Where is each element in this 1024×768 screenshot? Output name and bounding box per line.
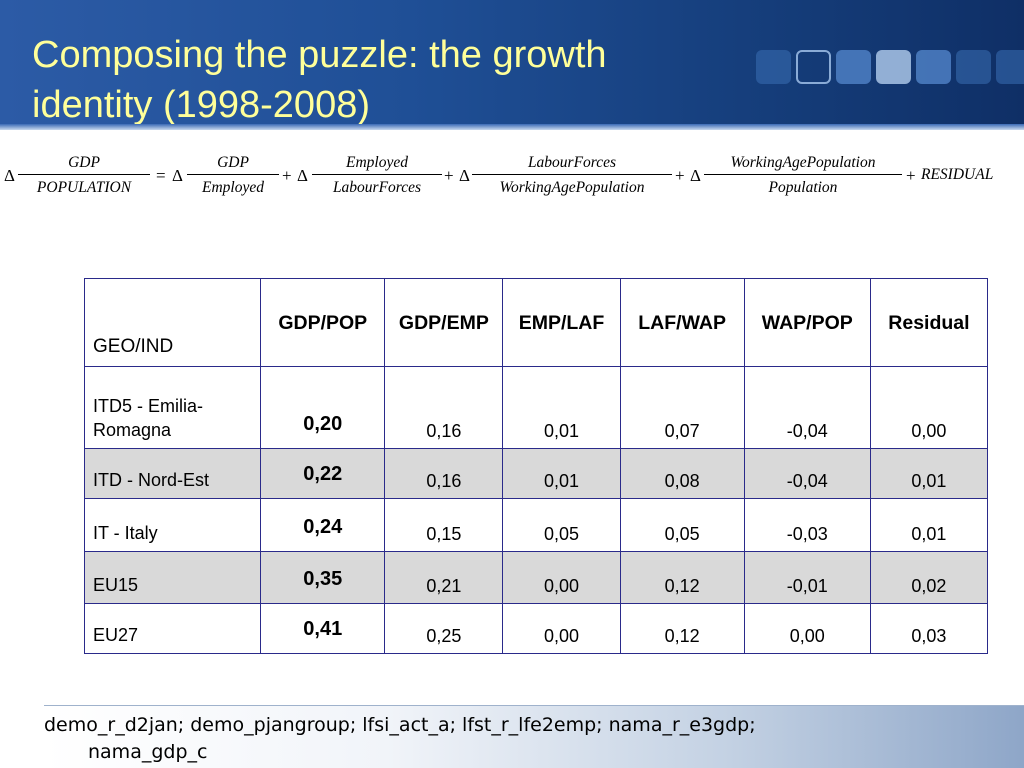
value-cell: 0,00 xyxy=(743,603,871,654)
formula-fraction: GDP Employed xyxy=(187,154,279,197)
source-line: demo_r_d2jan; demo_pjangroup; lfsi_act_a… xyxy=(44,714,756,736)
fraction-denominator: POPULATION xyxy=(36,179,132,196)
tile-decoration xyxy=(756,50,791,84)
table-row: ITD5 - Emilia-Romagna 0,20 0,16 0,01 0,0… xyxy=(83,366,989,449)
source-list: demo_r_d2jan; demo_pjangroup; lfsi_act_a… xyxy=(44,712,1004,766)
value-cell: 0,00 xyxy=(869,366,989,449)
value-cell: 0,00 xyxy=(502,603,621,654)
gdp-pop-cell: 0,20 xyxy=(260,366,386,449)
table-row: EU15 0,35 0,21 0,00 0,12 -0,01 0,02 xyxy=(83,551,989,604)
gdp-pop-cell: 0,35 xyxy=(260,551,386,604)
tile-decoration xyxy=(796,50,831,84)
fraction-numerator: Employed xyxy=(312,154,442,175)
value-cell: 0,16 xyxy=(384,366,504,449)
table-row: IT - Italy 0,24 0,15 0,05 0,05 -0,03 0,0… xyxy=(83,498,989,552)
value-cell: 0,02 xyxy=(869,551,989,604)
decorative-tiles xyxy=(756,50,1024,84)
tile-decoration xyxy=(916,50,951,84)
value-cell: -0,01 xyxy=(743,551,871,604)
tile-decoration xyxy=(996,50,1024,84)
column-header: Residual xyxy=(869,278,989,367)
value-cell: 0,12 xyxy=(619,603,745,654)
column-header: WAP/POP xyxy=(743,278,871,367)
geo-cell: EU15 xyxy=(83,551,262,604)
value-cell: -0,04 xyxy=(743,366,871,449)
plus-sign: + xyxy=(675,166,685,185)
plus-sign: + xyxy=(282,166,292,185)
formula-fraction: WorkingAgePopulation Population xyxy=(704,154,902,197)
delta-symbol: Δ xyxy=(297,166,308,185)
geo-cell: IT - Italy xyxy=(83,498,262,552)
value-cell: 0,00 xyxy=(502,551,621,604)
column-header: GDP/POP xyxy=(260,278,386,367)
fraction-numerator: GDP xyxy=(18,154,150,175)
fraction-denominator: LabourForces xyxy=(332,179,422,196)
data-sources-footer: demo_r_d2jan; demo_pjangroup; lfsi_act_a… xyxy=(44,705,1024,768)
value-cell: 0,01 xyxy=(502,366,621,449)
value-cell: 0,16 xyxy=(384,448,504,499)
value-cell: 0,01 xyxy=(869,448,989,499)
value-cell: 0,15 xyxy=(384,498,504,552)
residual-term: RESIDUAL xyxy=(921,166,994,183)
fraction-denominator: Population xyxy=(768,179,838,196)
geo-cell: ITD - Nord-Est xyxy=(83,448,262,499)
value-cell: 0,05 xyxy=(502,498,621,552)
table-row: ITD - Nord-Est 0,22 0,16 0,01 0,08 -0,04… xyxy=(83,448,989,499)
column-header: EMP/LAF xyxy=(502,278,621,367)
value-cell: 0,01 xyxy=(502,448,621,499)
geo-cell: ITD5 - Emilia-Romagna xyxy=(83,366,262,449)
plus-sign: + xyxy=(444,166,454,185)
tile-decoration xyxy=(956,50,991,84)
delta-symbol: Δ xyxy=(172,166,183,185)
value-cell: 0,07 xyxy=(619,366,745,449)
column-header: GEO/IND xyxy=(83,278,262,367)
tile-decoration xyxy=(836,50,871,84)
table-header-row: GEO/IND GDP/POP GDP/EMP EMP/LAF LAF/WAP … xyxy=(83,278,989,367)
gdp-pop-cell: 0,22 xyxy=(260,448,386,499)
value-cell: 0,25 xyxy=(384,603,504,654)
slide-title: Composing the puzzle: the growth identit… xyxy=(32,34,607,126)
plus-sign: + xyxy=(906,166,916,185)
value-cell: 0,01 xyxy=(869,498,989,552)
title-banner: Composing the puzzle: the growth identit… xyxy=(0,0,1024,130)
value-cell: 0,08 xyxy=(619,448,745,499)
value-cell: 0,03 xyxy=(869,603,989,654)
table-row: EU27 0,41 0,25 0,00 0,12 0,00 0,03 xyxy=(83,603,989,654)
value-cell: -0,04 xyxy=(743,448,871,499)
equals-sign: = xyxy=(156,166,166,185)
fraction-numerator: WorkingAgePopulation xyxy=(704,154,902,175)
formula-fraction: Employed LabourForces xyxy=(312,154,442,197)
column-header: LAF/WAP xyxy=(619,278,745,367)
formula-fraction: LabourForces WorkingAgePopulation xyxy=(472,154,672,197)
geo-cell: EU27 xyxy=(83,603,262,654)
fraction-denominator: Employed xyxy=(202,179,264,196)
value-cell: 0,12 xyxy=(619,551,745,604)
gdp-pop-cell: 0,41 xyxy=(260,603,386,654)
delta-symbol: Δ xyxy=(690,166,701,185)
formula-fraction: GDP POPULATION xyxy=(18,154,150,197)
growth-identity-formula: Δ GDP POPULATION = Δ GDP Employed + Δ Em… xyxy=(4,150,1020,206)
fraction-numerator: GDP xyxy=(187,154,279,175)
source-line: nama_gdp_c xyxy=(88,741,208,763)
growth-decomposition-table: GEO/IND GDP/POP GDP/EMP EMP/LAF LAF/WAP … xyxy=(83,278,989,654)
value-cell: 0,21 xyxy=(384,551,504,604)
fraction-denominator: WorkingAgePopulation xyxy=(499,179,645,196)
delta-symbol: Δ xyxy=(4,166,15,185)
value-cell: -0,03 xyxy=(743,498,871,552)
delta-symbol: Δ xyxy=(459,166,470,185)
fraction-numerator: LabourForces xyxy=(472,154,672,175)
column-header: GDP/EMP xyxy=(384,278,504,367)
value-cell: 0,05 xyxy=(619,498,745,552)
gdp-pop-cell: 0,24 xyxy=(260,498,386,552)
tile-decoration xyxy=(876,50,911,84)
